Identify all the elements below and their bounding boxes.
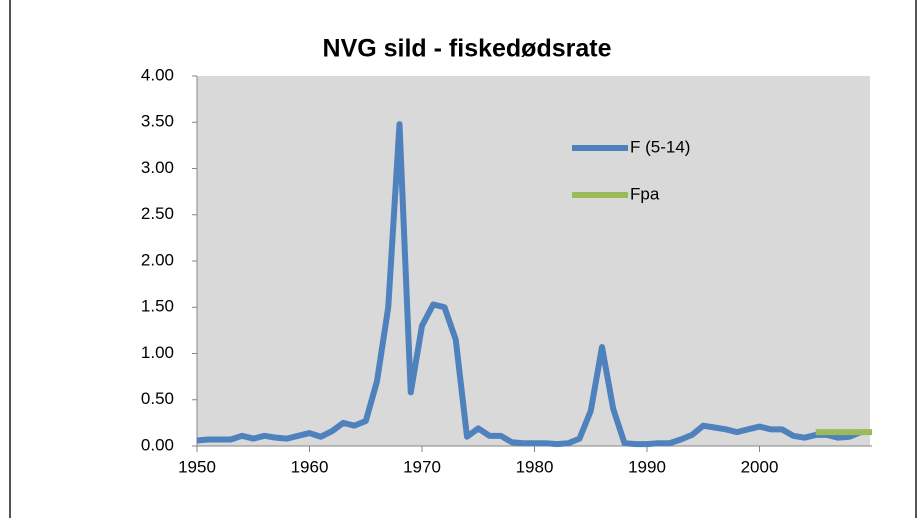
legend-label: F (5-14) bbox=[630, 137, 690, 156]
plot-area bbox=[197, 76, 870, 446]
x-tick-label: 1970 bbox=[403, 457, 441, 476]
y-tick-label: 4.00 bbox=[141, 65, 174, 84]
y-tick-label: 3.50 bbox=[141, 112, 174, 131]
x-tick-label: 1980 bbox=[516, 457, 554, 476]
legend-label: Fpa bbox=[630, 184, 660, 203]
y-tick-label: 1.50 bbox=[141, 297, 174, 316]
y-tick-label: 3.00 bbox=[141, 158, 174, 177]
y-tick-label: 0.50 bbox=[141, 389, 174, 408]
y-tick-label: 0.00 bbox=[141, 435, 174, 454]
y-tick-label: 1.00 bbox=[141, 343, 174, 362]
x-tick-label: 1990 bbox=[628, 457, 666, 476]
x-tick-label: 2000 bbox=[741, 457, 779, 476]
y-tick-label: 2.00 bbox=[141, 250, 174, 269]
x-tick-label: 1950 bbox=[178, 457, 216, 476]
chart-title: NVG sild - fiskedødsrate bbox=[323, 35, 612, 63]
series-line bbox=[196, 121, 862, 448]
x-tick-label: 1960 bbox=[291, 457, 329, 476]
y-tick-label: 2.50 bbox=[141, 204, 174, 223]
